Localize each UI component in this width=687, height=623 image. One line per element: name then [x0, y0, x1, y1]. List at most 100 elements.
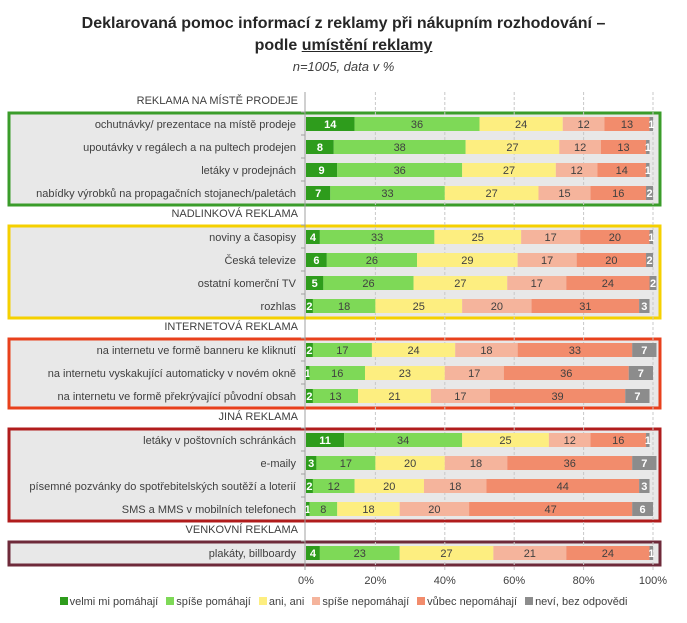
bar-segment	[399, 546, 494, 560]
data-label: 21	[524, 548, 536, 560]
data-label: 17	[468, 368, 480, 380]
row-label: plakáty, billboardy	[209, 548, 297, 560]
bar-segment	[646, 186, 653, 200]
data-label: 25	[499, 435, 511, 447]
data-label: 1	[305, 504, 311, 516]
bar-segment	[312, 299, 376, 313]
legend-item: velmi mi pomáhají	[59, 596, 159, 608]
chart-title-underlined: umístění reklamy	[301, 37, 433, 54]
bar-segment	[306, 546, 320, 560]
bar-segment	[517, 253, 577, 267]
bar-segment	[417, 253, 518, 267]
x-tick-label: 20%	[364, 575, 386, 587]
data-label: 2	[306, 301, 312, 313]
data-label: 2	[306, 345, 312, 357]
bar-segment	[306, 502, 310, 516]
data-label: 3	[641, 301, 647, 313]
data-label: 13	[621, 119, 633, 131]
data-label: 24	[602, 278, 614, 290]
data-label: 34	[397, 435, 409, 447]
data-label: 3	[308, 458, 314, 470]
row-label: nabídky výrobků na propagačních stojanec…	[36, 188, 296, 200]
legend-item: ani, ani	[258, 596, 305, 608]
legend-item: spíše nepomáhají	[312, 596, 409, 608]
bar-segment	[337, 502, 400, 516]
bar-segment	[566, 546, 650, 560]
data-label: 2	[646, 255, 652, 267]
bar-segment	[455, 343, 518, 357]
data-label: 31	[579, 301, 591, 313]
data-label: 13	[617, 142, 629, 154]
bar-segment	[337, 163, 463, 177]
bar-segment	[462, 433, 549, 447]
bar-segment	[333, 140, 466, 154]
data-label: 4	[310, 548, 317, 560]
bar-segment	[625, 389, 650, 403]
bar-segment	[462, 163, 556, 177]
legend-item: neví, bez odpovědi	[525, 596, 627, 608]
bar-segment	[462, 299, 532, 313]
bar-segment	[312, 389, 359, 403]
data-label: 12	[577, 119, 589, 131]
data-label: 8	[317, 142, 323, 154]
data-label: 18	[338, 301, 350, 313]
x-tick-label: 0%	[298, 575, 314, 587]
data-label: 12	[574, 142, 586, 154]
bar-segment	[444, 456, 508, 470]
bar-segment	[375, 456, 445, 470]
bar-segment	[330, 186, 445, 200]
bar-segment	[375, 299, 463, 313]
bar-segment	[555, 163, 598, 177]
bar-segment	[306, 186, 331, 200]
data-label: 36	[411, 119, 423, 131]
data-label: 3	[641, 481, 647, 493]
data-label: 16	[331, 368, 343, 380]
bar-segment	[489, 389, 626, 403]
data-label: 4	[310, 232, 317, 244]
legend-label: spíše pomáhají	[176, 596, 251, 608]
bar-segment	[548, 433, 591, 447]
bar-segment	[597, 163, 647, 177]
bar-segment	[649, 276, 657, 290]
chart-title-line2: podle umístění reklamy	[0, 36, 687, 56]
data-label: 36	[564, 458, 576, 470]
bar-segment	[531, 299, 640, 313]
bar-segment	[649, 117, 653, 131]
legend-label: neví, bez odpovědi	[535, 596, 628, 608]
legend-label: spíše nepomáhají	[322, 596, 410, 608]
bar-segment	[538, 186, 591, 200]
row-label: na internetu ve formě banneru ke kliknut…	[97, 345, 296, 357]
x-tick-label: 60%	[503, 575, 525, 587]
bar-segment	[590, 433, 647, 447]
data-label: 27	[440, 548, 452, 560]
data-label: 13	[329, 391, 341, 403]
bar-segment	[639, 479, 650, 493]
row-label: letáky v prodejnách	[201, 165, 296, 177]
data-label: 2	[646, 188, 652, 200]
row-label: na internetu ve formě překrývající původ…	[58, 391, 296, 403]
data-label: 24	[407, 345, 419, 357]
bar-segment	[364, 366, 445, 380]
data-label: 2	[306, 391, 312, 403]
data-label: 14	[616, 165, 628, 177]
bar-segment	[486, 479, 640, 493]
bar-segment	[326, 253, 418, 267]
bar-segment	[354, 479, 424, 493]
data-label: 17	[340, 458, 352, 470]
data-label: 39	[551, 391, 563, 403]
data-label: 44	[557, 481, 569, 493]
data-label: 21	[388, 391, 400, 403]
data-label: 20	[605, 255, 617, 267]
row-label: rozhlas	[261, 301, 297, 313]
bar-segment	[628, 366, 653, 380]
data-label: 7	[638, 368, 644, 380]
bar-segment	[600, 140, 647, 154]
legend-label: velmi mi pomáhají	[69, 596, 159, 608]
bar-segment	[469, 502, 633, 516]
legend-label: ani, ani	[268, 596, 305, 608]
data-label: 17	[545, 232, 557, 244]
data-label: 14	[324, 119, 337, 131]
bar-segment	[507, 456, 633, 470]
data-label: 12	[328, 481, 340, 493]
data-label: 12	[571, 165, 583, 177]
